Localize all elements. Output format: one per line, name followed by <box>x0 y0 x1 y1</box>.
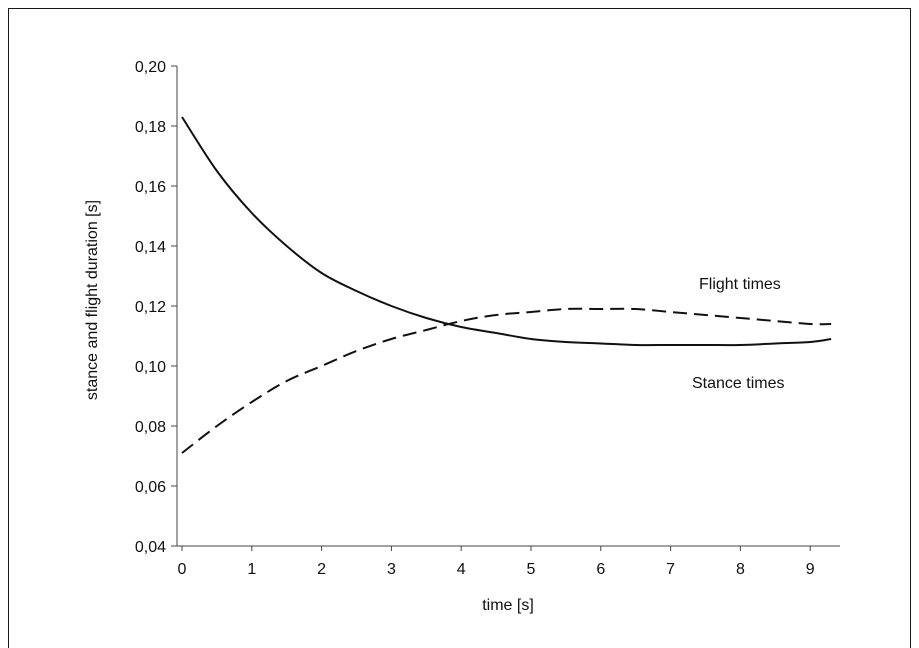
y-tick-label: 0,12 <box>135 299 166 316</box>
y-axis-title: stance and flight duration [s] <box>84 200 101 400</box>
y-tick-label: 0,16 <box>135 179 166 196</box>
annotation-stance-times: Stance times <box>692 375 784 392</box>
x-tick-label: 0 <box>178 561 187 578</box>
x-tick-label: 1 <box>247 561 256 578</box>
x-axis-title: time [s] <box>482 597 534 614</box>
x-tick-label: 8 <box>736 561 745 578</box>
x-tick-label: 7 <box>666 561 675 578</box>
annotation-flight-times: Flight times <box>699 276 781 293</box>
x-axis: 0 1 2 3 4 5 6 7 8 9 <box>177 545 840 578</box>
x-tick-label: 6 <box>596 561 605 578</box>
y-axis: 0,04 0,06 0,08 0,10 0,12 0,14 0,16 0,18 0,20 <box>135 59 178 556</box>
x-tick-label: 3 <box>387 561 396 578</box>
x-tick-label: 2 <box>317 561 326 578</box>
series-line-stance-times <box>181 116 832 347</box>
series-layer <box>181 116 832 454</box>
chart-frame <box>8 8 911 648</box>
y-tick-label: 0,10 <box>135 359 166 376</box>
y-tick-label: 0,08 <box>135 419 166 436</box>
y-tick-label: 0,18 <box>135 119 166 136</box>
y-tick-label: 0,20 <box>135 59 166 76</box>
x-tick-label: 4 <box>457 561 466 578</box>
y-tick-label: 0,14 <box>135 239 166 256</box>
x-tick-label: 9 <box>806 561 815 578</box>
y-tick-label: 0,04 <box>135 539 166 556</box>
series-line-flight-times <box>181 307 832 454</box>
y-tick-label: 0,06 <box>135 479 166 496</box>
x-tick-label: 5 <box>527 561 536 578</box>
